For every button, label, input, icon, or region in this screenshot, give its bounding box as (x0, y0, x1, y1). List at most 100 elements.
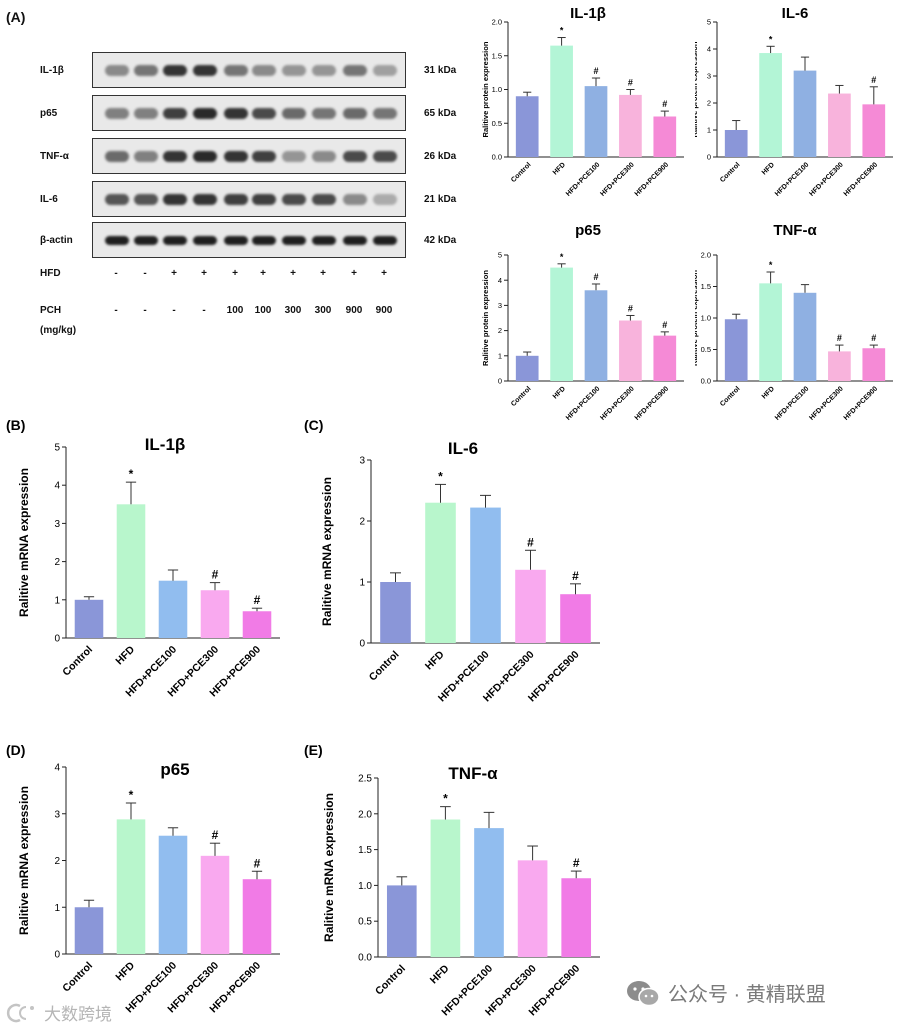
x-tick-label: HFD (761, 161, 776, 176)
x-tick-label: HFD+PCE100 (774, 161, 811, 198)
blot-band (312, 107, 336, 119)
pch-dose: - (202, 305, 206, 316)
blot-band (252, 235, 276, 245)
significance-mark: # (254, 856, 261, 870)
hfd-sign: + (171, 268, 177, 279)
chart-title: TNF-α (773, 222, 817, 239)
significance-mark: * (438, 469, 443, 483)
pch-dose: 900 (345, 305, 363, 316)
y-tick-label: 4 (707, 45, 711, 54)
blot-band (252, 150, 276, 162)
bar-HFD+PCE900 (653, 116, 677, 157)
blot-band (224, 64, 248, 76)
watermark-left: 大数跨境 (6, 1000, 112, 1025)
y-tick-label: 2 (359, 517, 365, 528)
blot-band (193, 193, 217, 205)
y-axis-label: Ralitive protein expression (481, 270, 490, 366)
x-tick-label: Control (60, 960, 95, 995)
bar-Control (515, 355, 539, 381)
significance-mark: # (254, 593, 261, 607)
hfd-sign: + (290, 268, 296, 279)
blot-band (163, 64, 187, 76)
hfd-sign: - (143, 268, 147, 279)
y-axis-label: Ralitive protein expression (695, 41, 699, 137)
pch-dose: 300 (284, 305, 302, 316)
x-tick-label: Control (60, 644, 95, 679)
y-tick-label: 0 (359, 639, 365, 650)
blot-band (193, 150, 217, 162)
bar-HFD+PCE900 (242, 879, 272, 954)
chart-title: IL-1β (145, 435, 186, 454)
pch-dose: - (172, 305, 176, 316)
blot-band (373, 107, 397, 119)
blot-band (224, 107, 248, 119)
logo-icon (6, 1003, 34, 1022)
x-tick-label: Control (367, 649, 402, 684)
y-tick-label: 1.0 (701, 314, 711, 323)
y-tick-label: 3 (498, 301, 502, 310)
pch-dose: - (114, 305, 118, 316)
blot-band (163, 193, 187, 205)
y-axis-label: Ralitive protein expression (695, 270, 699, 366)
y-tick-label: 3 (707, 72, 711, 81)
blot-label-0: IL-1β (40, 65, 64, 76)
blot-band (105, 150, 129, 162)
blot-band (134, 64, 158, 76)
y-tick-label: 2 (54, 557, 60, 568)
bar-HFD+PCE300 (200, 855, 230, 954)
x-tick-label: HFD+PCE900 (843, 385, 880, 422)
significance-mark: # (593, 66, 598, 76)
blot-band (312, 235, 336, 245)
blot-strip-1 (92, 95, 406, 131)
y-tick-label: 3 (54, 519, 60, 530)
hfd-sign: + (351, 268, 357, 279)
significance-mark: * (560, 252, 564, 262)
blot-band (193, 235, 217, 245)
hfd-sign: + (201, 268, 207, 279)
y-tick-label: 0 (707, 153, 711, 162)
x-tick-label: HFD+PCE900 (634, 161, 671, 198)
y-tick-label: 2 (498, 326, 502, 335)
blot-kda-2: 26 kDa (424, 151, 457, 162)
significance-mark: # (573, 856, 580, 870)
y-tick-label: 2.0 (358, 809, 372, 820)
y-tick-label: 0.0 (492, 153, 502, 162)
bar-HFD+PCE300 (828, 351, 851, 381)
chart-e-tnfa-mrna: (E) TNF-α Ralitive mRNA expression 0.0 0.5 1.… (304, 742, 600, 1018)
x-tick-label: HFD (423, 648, 447, 672)
significance-mark: * (769, 34, 773, 44)
y-axis-label: Ralitive mRNA expression (322, 793, 336, 942)
bar-HFD+PCE100 (158, 835, 188, 954)
chart-b-il1b-mrna: (B) IL-1β Ralitive mRNA expression 0 1 2 3 4 5 Co… (6, 417, 280, 699)
blot-band (134, 150, 158, 162)
blot-band (373, 150, 397, 162)
blot-kda-3: 21 kDa (424, 194, 457, 205)
bar-HFD+PCE900 (560, 594, 591, 643)
y-tick-label: 3 (54, 809, 60, 820)
significance-mark: # (527, 535, 534, 549)
bar-HFD+PCE900 (862, 104, 886, 157)
significance-mark: # (212, 568, 219, 582)
x-tick-label: HFD+PCE300 (599, 161, 636, 198)
blot-strip-4 (92, 222, 406, 258)
blot-kda-4: 42 kDa (424, 235, 457, 246)
bar-HFD (759, 283, 782, 381)
chart-d-p65-mrna: (D) p65 Ralitive mRNA expression 0 1 2 3 4 Contr… (6, 742, 280, 1015)
y-tick-label: 4 (54, 763, 60, 774)
chart-a-il6-protein: IL-6 Ralitive protein expression 0 1 2 3 4 5 Con… (695, 5, 893, 198)
watermark-left-text: 大数跨境 (44, 1005, 112, 1024)
significance-mark: # (871, 75, 876, 85)
x-tick-label: HFD+PCE300 (808, 161, 845, 198)
y-axis-label: Ralitive mRNA expression (320, 477, 334, 626)
hfd-sign: + (320, 268, 326, 279)
y-tick-label: 2.0 (492, 18, 502, 27)
blot-band (224, 193, 248, 205)
watermark-right-text: 公众号 · 黄精联盟 (668, 984, 826, 1006)
chart-title: IL-1β (570, 5, 606, 22)
bar-Control (74, 907, 104, 954)
blot-band (252, 107, 276, 119)
blot-band (312, 193, 336, 205)
significance-mark: * (560, 26, 564, 36)
bar-HFD+PCE300 (200, 590, 230, 638)
significance-mark: * (129, 467, 134, 481)
